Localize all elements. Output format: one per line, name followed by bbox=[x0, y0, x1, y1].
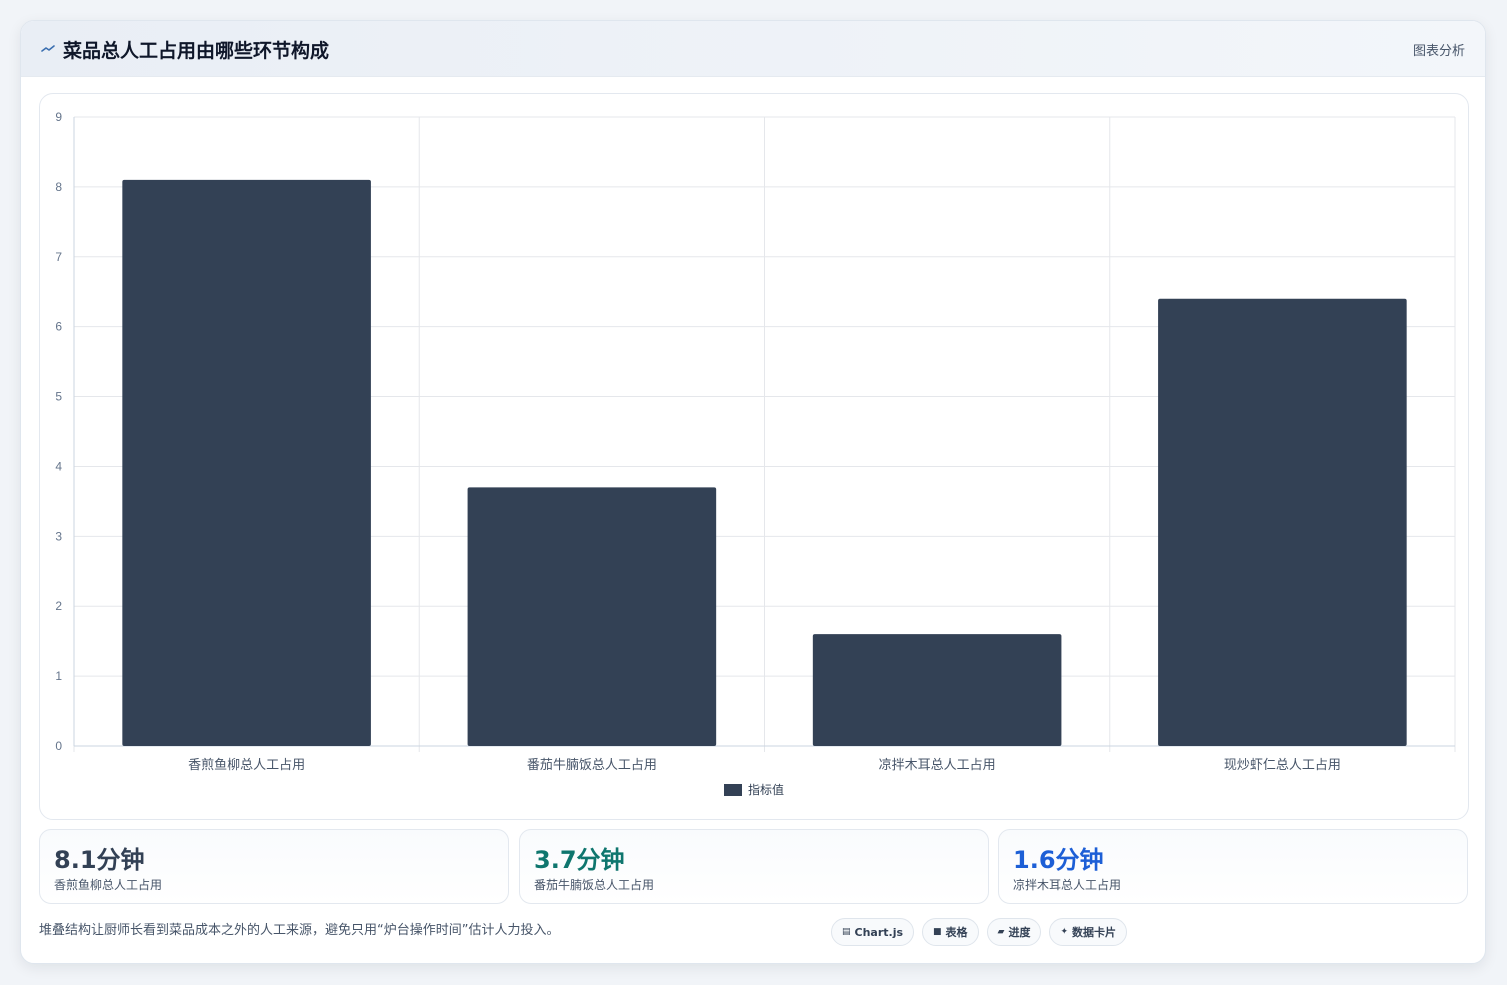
stat-card-2: 3.7分钟 番茄牛腩饭总人工占用 bbox=[519, 829, 989, 904]
chip-progress[interactable]: ▰ 进度 bbox=[986, 918, 1042, 946]
stat-label: 番茄牛腩饭总人工占用 bbox=[534, 878, 655, 892]
chip-row: ▤ Chart.js ■ 表格 ▰ 进度 ✦ 数据卡片 bbox=[831, 918, 1128, 946]
bar bbox=[812, 634, 1062, 746]
bar bbox=[1158, 298, 1407, 746]
chart-icon: ▤ bbox=[842, 927, 851, 937]
trend-icon bbox=[41, 45, 55, 52]
footer-note: 堆叠结构让厨师长看到菜品成本之外的人工来源，避免只用“炉台操作时间”估计人力投入… bbox=[39, 923, 560, 938]
x-tick-label: 现炒虾仁总人工占用 bbox=[1224, 758, 1341, 773]
page-title: 菜品总人工占用由哪些环节构成 bbox=[63, 40, 330, 62]
stat-value: 8.1分钟 bbox=[54, 846, 145, 874]
bar bbox=[122, 179, 371, 746]
chip-label: 表格 bbox=[945, 926, 968, 939]
y-tick-label: 6 bbox=[55, 320, 62, 334]
card-icon: ✦ bbox=[1060, 927, 1069, 937]
chip-chartjs[interactable]: ▤ Chart.js bbox=[831, 918, 915, 946]
chip-label: 进度 bbox=[1008, 926, 1031, 939]
stat-value: 3.7分钟 bbox=[534, 846, 625, 874]
bar bbox=[467, 487, 717, 746]
stat-value: 1.6分钟 bbox=[1013, 846, 1104, 874]
y-tick-label: 9 bbox=[55, 110, 62, 124]
y-tick-label: 1 bbox=[55, 669, 62, 683]
chip-label: 数据卡片 bbox=[1072, 926, 1117, 939]
stat-card-3: 1.6分钟 凉拌木耳总人工占用 bbox=[998, 829, 1468, 904]
y-tick-label: 5 bbox=[55, 390, 62, 404]
stat-label: 香煎鱼柳总人工占用 bbox=[54, 878, 163, 892]
chip-label: Chart.js bbox=[854, 925, 904, 939]
legend-swatch bbox=[724, 784, 742, 796]
chart-card: 菜品总人工占用由哪些环节构成 图表分析 0 1 2 3 4 5 6 7 8 9 香煎鱼柳总人工占用番… bbox=[20, 20, 1486, 964]
chip-table[interactable]: ■ 表格 bbox=[922, 918, 979, 946]
stat-label: 凉拌木耳总人工占用 bbox=[1013, 878, 1122, 892]
x-tick-label: 番茄牛腩饭总人工占用 bbox=[527, 758, 657, 773]
legend-label: 指标值 bbox=[748, 782, 784, 797]
card-header: 菜品总人工占用由哪些环节构成 图表分析 bbox=[21, 21, 1485, 77]
chip-data-card[interactable]: ✦ 数据卡片 bbox=[1049, 918, 1128, 946]
bar-chart: 0 1 2 3 4 5 6 7 8 9 香煎鱼柳总人工占用 番茄牛腩饭总人工占用 凉拌木耳总人工占用 现炒… bbox=[55, 110, 1456, 797]
y-tick-label: 2 bbox=[55, 599, 62, 613]
chart-analysis-link[interactable]: 图表分析 bbox=[1412, 44, 1465, 59]
y-tick-label: 0 bbox=[55, 739, 62, 753]
y-tick-label: 7 bbox=[55, 250, 62, 264]
chart-panel: 0 1 2 3 4 5 6 7 8 9 香煎鱼柳总人工占用 番茄牛腩饭总人工占用 凉拌木耳总人工占用 现炒… bbox=[39, 93, 1469, 820]
x-tick-label: 香煎鱼柳总人工占用 bbox=[188, 757, 305, 773]
x-tick-label: 凉拌木耳总人工占用 bbox=[879, 758, 996, 773]
y-tick-label: 4 bbox=[55, 459, 62, 473]
progress-icon: ▰ bbox=[997, 927, 1005, 937]
y-tick-label: 3 bbox=[55, 529, 62, 543]
table-icon: ■ bbox=[933, 927, 942, 937]
stat-card-1: 8.1分钟 香煎鱼柳总人工占用 bbox=[39, 829, 509, 904]
y-tick-label: 8 bbox=[55, 180, 62, 194]
